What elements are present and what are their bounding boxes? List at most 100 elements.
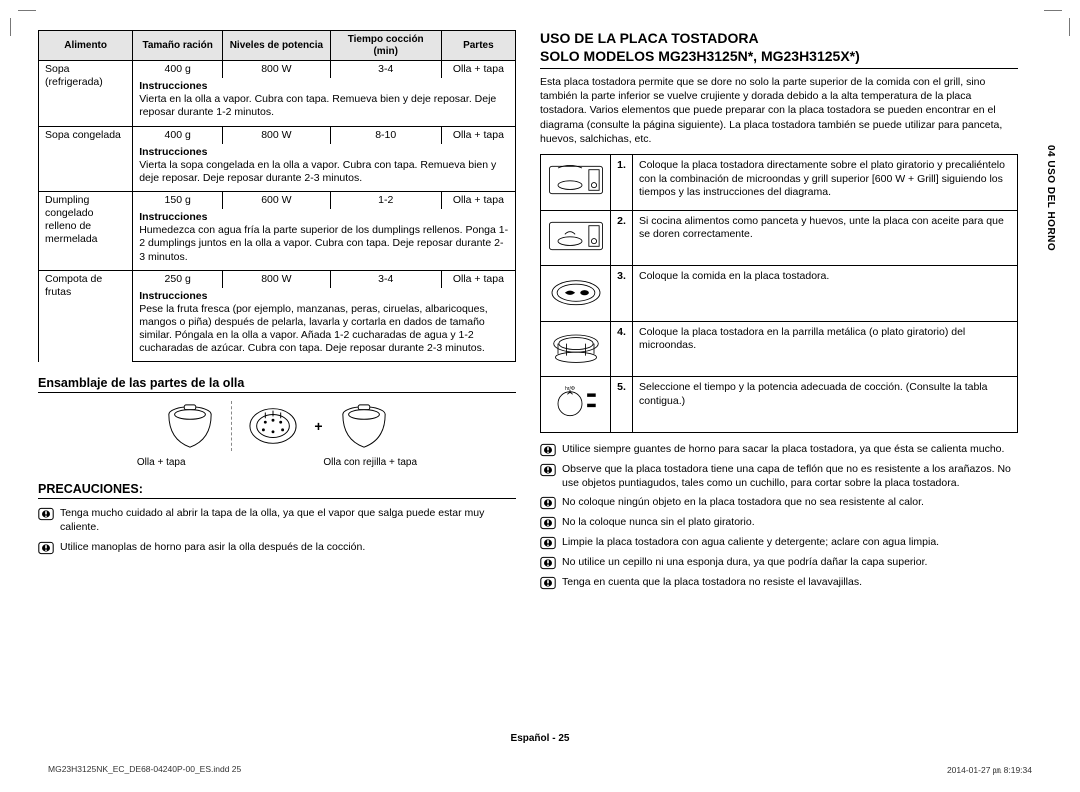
crop-mark: [1044, 10, 1062, 11]
step-text: Coloque la placa tostadora en la parrill…: [633, 321, 1018, 377]
right-notes-list: Utilice siempre guantes de horno para sa…: [540, 443, 1018, 590]
warning-icon: [540, 516, 556, 530]
step-icon-cell: [541, 321, 611, 377]
food-power: 600 W: [223, 192, 331, 210]
food-size: 400 g: [133, 126, 223, 144]
section-tab: 04 USO DEL HORNO: [1045, 145, 1056, 251]
precautions-title: PRECAUCIONES:: [38, 482, 516, 499]
assembly-diagram: +: [38, 401, 516, 451]
warning-icon: [540, 463, 556, 477]
note-item: No coloque ningún objeto en la placa tos…: [540, 496, 1018, 510]
note-item: Limpie la placa tostadora con agua calie…: [540, 536, 1018, 550]
separator: [231, 401, 232, 451]
step-number: 3.: [611, 266, 633, 322]
warning-icon: [540, 496, 556, 510]
step-number: 2.: [611, 210, 633, 266]
precautions-list: Tenga mucho cuidado al abrir la tapa de …: [38, 507, 516, 554]
col-tamano: Tamaño ración: [133, 31, 223, 61]
food-name: Dumpling congelado relleno de mermelada: [39, 192, 133, 271]
note-text: Observe que la placa tostadora tiene una…: [562, 463, 1018, 490]
step-text: Coloque la placa tostadora directamente …: [633, 154, 1018, 210]
cooking-table: Alimento Tamaño ración Niveles de potenc…: [38, 30, 516, 362]
note-text: No utilice un cepillo ni una esponja dur…: [562, 556, 927, 570]
assembly-label-a: Olla + tapa: [137, 457, 186, 468]
precaution-text: Tenga mucho cuidado al abrir la tapa de …: [60, 507, 516, 534]
print-metadata: MG23H3125NK_EC_DE68-04240P-00_ES.indd 25…: [48, 764, 1032, 776]
note-text: No la coloque nunca sin el plato girator…: [562, 516, 755, 530]
warning-icon: [540, 576, 556, 590]
assembly-title: Ensamblaje de las partes de la olla: [38, 376, 516, 393]
note-text: Utilice siempre guantes de horno para sa…: [562, 443, 1004, 457]
col-potencia: Niveles de potencia: [223, 31, 331, 61]
right-title-1: USO DE LA PLACA TOSTADORA: [540, 30, 759, 46]
note-item: Tenga en cuenta que la placa tostadora n…: [540, 576, 1018, 590]
footer-lang: Español: [511, 733, 550, 744]
food-parts: Olla + tapa: [441, 270, 515, 288]
note-item: Observe que la placa tostadora tiene una…: [540, 463, 1018, 490]
right-heading: USO DE LA PLACA TOSTADORA SOLO MODELOS M…: [540, 30, 1018, 69]
step-icon-cell: hr/Φ: [541, 377, 611, 433]
precaution-text: Utilice manoplas de horno para asir la o…: [60, 541, 365, 555]
right-title-2: SOLO MODELOS MG23H3125N*, MG23H3125X*): [540, 48, 860, 64]
warning-icon: [540, 536, 556, 550]
svg-text:hr/Φ: hr/Φ: [564, 386, 574, 392]
food-size: 250 g: [133, 270, 223, 288]
left-column: Alimento Tamaño ración Niveles de potenc…: [38, 30, 516, 730]
warning-icon: [540, 443, 556, 457]
food-power: 800 W: [223, 61, 331, 79]
print-file: MG23H3125NK_EC_DE68-04240P-00_ES.indd 25: [48, 764, 241, 776]
food-time: 3-4: [330, 270, 441, 288]
step-icon-cell: [541, 266, 611, 322]
food-name: Sopa congelada: [39, 126, 133, 192]
col-alimento: Alimento: [39, 31, 133, 61]
food-instructions: InstruccionesPese la fruta fresca (por e…: [133, 288, 516, 362]
note-item: No utilice un cepillo ni una esponja dur…: [540, 556, 1018, 570]
step-number: 1.: [611, 154, 633, 210]
precaution-item: Tenga mucho cuidado al abrir la tapa de …: [38, 507, 516, 534]
page-content: Alimento Tamaño ración Niveles de potenc…: [38, 30, 1042, 730]
food-size: 150 g: [133, 192, 223, 210]
plus-icon: +: [314, 418, 322, 434]
step-text: Coloque la comida en la placa tostadora.: [633, 266, 1018, 322]
assembly-labels: Olla + tapa Olla con rejilla + tapa: [38, 457, 516, 468]
food-size: 400 g: [133, 61, 223, 79]
print-date: 2014-01-27 ㏘ 8:19:34: [947, 764, 1032, 776]
food-parts: Olla + tapa: [441, 61, 515, 79]
pot-icon: [335, 401, 393, 451]
note-text: No coloque ningún objeto en la placa tos…: [562, 496, 924, 510]
food-instructions: InstruccionesVierta la sopa congelada en…: [133, 144, 516, 192]
crop-mark: [1069, 18, 1070, 36]
note-text: Tenga en cuenta que la placa tostadora n…: [562, 576, 862, 590]
crop-mark: [10, 18, 11, 36]
col-partes: Partes: [441, 31, 515, 61]
note-item: No la coloque nunca sin el plato girator…: [540, 516, 1018, 530]
food-instructions: InstruccionesVierta en la olla a vapor. …: [133, 78, 516, 126]
food-parts: Olla + tapa: [441, 192, 515, 210]
warning-icon: [38, 507, 54, 521]
footer-page: 25: [558, 733, 569, 744]
pot-top-icon: [244, 401, 302, 451]
step-number: 4.: [611, 321, 633, 377]
food-name: Sopa (refrigerada): [39, 61, 133, 127]
step-icon-cell: [541, 154, 611, 210]
page-footer: Español - 25: [0, 733, 1080, 744]
warning-icon: [38, 541, 54, 555]
right-intro: Esta placa tostadora permite que se dore…: [540, 75, 1018, 146]
food-time: 1-2: [330, 192, 441, 210]
pot-icon: [161, 401, 219, 451]
step-icon-cell: [541, 210, 611, 266]
steps-table: 1.Coloque la placa tostadora directament…: [540, 154, 1018, 433]
food-instructions: InstruccionesHumedezca con agua fría la …: [133, 209, 516, 270]
food-time: 8-10: [330, 126, 441, 144]
right-column: USO DE LA PLACA TOSTADORA SOLO MODELOS M…: [540, 30, 1042, 730]
step-text: Si cocina alimentos como panceta y huevo…: [633, 210, 1018, 266]
food-power: 800 W: [223, 270, 331, 288]
warning-icon: [540, 556, 556, 570]
note-item: Utilice siempre guantes de horno para sa…: [540, 443, 1018, 457]
food-power: 800 W: [223, 126, 331, 144]
col-tiempo: Tiempo cocción (min): [330, 31, 441, 61]
crop-mark: [18, 10, 36, 11]
note-text: Limpie la placa tostadora con agua calie…: [562, 536, 939, 550]
assembly-label-b: Olla con rejilla + tapa: [323, 457, 417, 468]
step-number: 5.: [611, 377, 633, 433]
